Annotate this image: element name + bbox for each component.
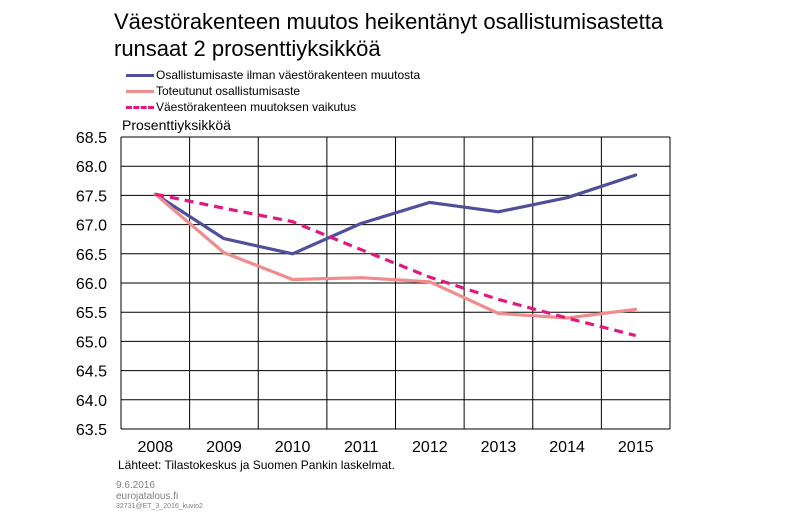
legend-label-2: Toteutunut osallistumisaste <box>156 84 301 98</box>
series-line-2 <box>153 192 638 320</box>
y-tick-label: 63.5 <box>76 422 107 439</box>
x-tick-label: 2013 <box>481 439 517 456</box>
y-tick-label: 68.5 <box>76 130 107 147</box>
series-line-1 <box>153 173 638 256</box>
chart-title: Väestörakenteen muutos heikentänyt osall… <box>114 8 784 62</box>
legend-label-1: Osallistumisaste ilman väestörakenteen m… <box>156 68 421 82</box>
y-tick-label: 66.0 <box>76 276 107 293</box>
publish-date: 9.6.2016 <box>116 480 155 491</box>
x-tick-label: 2010 <box>275 439 311 456</box>
x-tick-label: 2012 <box>412 439 448 456</box>
y-axis-unit-label: Prosenttiyksikköä <box>122 117 231 133</box>
source-note: Lähteet: Tilastokeskus ja Suomen Pankin … <box>118 458 395 472</box>
y-tick-label: 65.5 <box>76 305 107 322</box>
site-name: eurojatalous.fi <box>116 491 179 502</box>
chart-title-line-2: runsaat 2 prosenttiyksikköä <box>114 36 381 61</box>
y-tick-label: 65.0 <box>76 334 107 351</box>
legend-swatch-2 <box>126 90 154 93</box>
series-line-3 <box>154 192 637 338</box>
y-tick-label: 64.5 <box>76 364 107 381</box>
y-tick-label: 64.0 <box>76 393 107 410</box>
chart-title-line-1: Väestörakenteen muutos heikentänyt osall… <box>114 9 664 34</box>
footer-meta: 9.6.2016 eurojatalous.fi 32731@ET_3_2016… <box>116 480 203 511</box>
legend-swatch-1 <box>126 74 154 77</box>
y-tick-label: 68.0 <box>76 159 107 176</box>
x-tick-label: 2008 <box>138 439 174 456</box>
x-tick-label: 2014 <box>549 439 585 456</box>
y-tick-label: 67.0 <box>76 218 107 235</box>
y-tick-label: 66.5 <box>76 247 107 264</box>
x-tick-label: 2015 <box>618 439 654 456</box>
figure-code: 32731@ET_3_2016_kuvio2 <box>116 503 203 510</box>
y-tick-label: 67.5 <box>76 188 107 205</box>
legend-swatch-3 <box>126 106 154 109</box>
legend-label-3: Väestörakenteen muutoksen vaikutus <box>156 100 357 114</box>
x-tick-label: 2009 <box>206 439 242 456</box>
x-tick-label: 2011 <box>344 439 379 456</box>
